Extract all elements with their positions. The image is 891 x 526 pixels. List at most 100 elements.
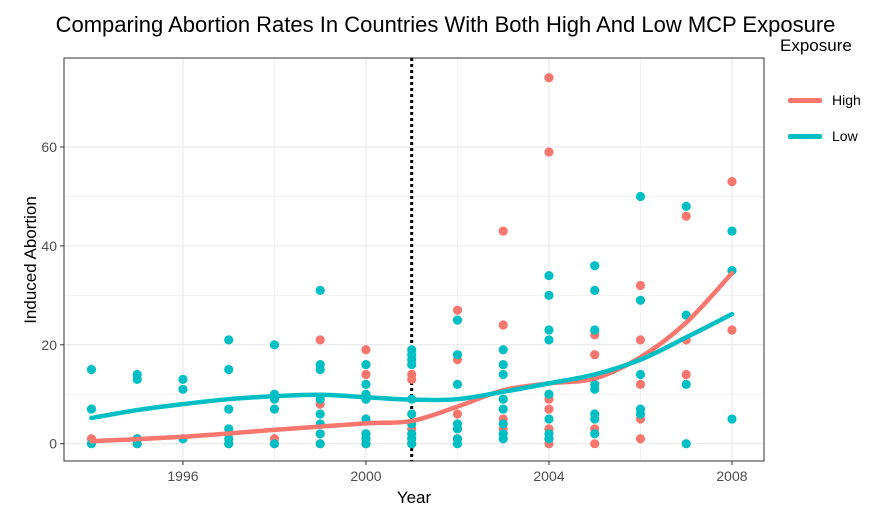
plot-panel — [63, 57, 765, 462]
data-point-high — [361, 369, 371, 380]
data-point-low — [361, 379, 371, 389]
data-point-low — [452, 434, 463, 444]
data-point-high — [681, 369, 691, 380]
data-point-low — [269, 404, 280, 414]
data-point-low — [590, 379, 600, 389]
data-point-low — [178, 374, 188, 385]
data-point-low — [544, 270, 554, 281]
trend-line-low — [89, 311, 735, 421]
data-point-high — [452, 409, 463, 419]
data-point-high — [681, 211, 691, 221]
data-point-low — [544, 335, 554, 345]
grid — [64, 58, 764, 461]
legend-label-low: Low — [832, 128, 858, 144]
data-point-high — [544, 147, 554, 157]
data-point-low — [86, 364, 97, 375]
axes: 1996 2000 2004 2008 0 20 40 60 — [41, 139, 747, 484]
data-point-low — [635, 404, 646, 414]
data-point-high — [635, 434, 646, 444]
trend-line-high — [89, 270, 735, 444]
data-point-low — [315, 359, 325, 370]
data-point-high — [544, 73, 554, 83]
legend-item-high: High — [788, 82, 885, 118]
data-point-low — [315, 429, 325, 439]
data-point-low — [132, 369, 142, 380]
data-point-low — [590, 429, 600, 439]
data-point-low — [544, 325, 554, 335]
data-point-low — [544, 429, 554, 439]
data-point-low — [727, 414, 737, 424]
data-point-low — [590, 409, 600, 419]
data-point-high — [361, 345, 371, 355]
x-tick-label: 1996 — [167, 468, 198, 484]
data-point-high — [407, 369, 417, 380]
data-point-low — [452, 419, 463, 429]
data-point-low — [498, 429, 508, 439]
data-point-low — [315, 285, 325, 296]
data-point-low — [269, 340, 280, 350]
legend-label-high: High — [832, 92, 861, 108]
y-axis-label: Induced Abortion — [21, 196, 40, 324]
data-point-low — [727, 226, 737, 236]
chart-title: Comparing Abortion Rates In Countries Wi… — [55, 12, 836, 37]
data-point-low — [224, 404, 234, 414]
data-point-high — [590, 350, 600, 360]
data-point-low — [452, 350, 463, 360]
data-point-low — [224, 335, 234, 345]
data-point-low — [452, 379, 463, 389]
data-point-low — [498, 394, 508, 404]
data-point-low — [224, 434, 234, 444]
y-tick-label: 60 — [41, 139, 57, 155]
data-point-low — [269, 439, 280, 449]
data-point-low — [635, 191, 646, 202]
data-point-low — [361, 429, 371, 439]
y-tick-label: 40 — [41, 238, 57, 254]
data-point-high — [544, 404, 554, 414]
data-point-low — [681, 379, 691, 389]
trend-lines — [89, 270, 735, 444]
legend-title: Exposure — [780, 36, 852, 55]
data-point-low — [224, 364, 234, 375]
data-point-high — [315, 335, 325, 345]
data-point-low — [315, 409, 325, 419]
data-point-low — [407, 429, 417, 439]
data-point-low — [544, 414, 554, 424]
data-point-high — [727, 177, 737, 187]
legend-item-low: Low — [788, 118, 885, 154]
data-point-low — [590, 285, 600, 296]
data-point-low — [498, 369, 508, 380]
data-point-high — [498, 320, 508, 330]
data-point-low — [178, 384, 188, 394]
legend-key-high — [788, 97, 822, 103]
x-tick-label: 2000 — [350, 468, 381, 484]
data-point-low — [407, 409, 417, 419]
x-tick-label: 2004 — [533, 468, 564, 484]
data-point-low — [635, 295, 646, 305]
data-point-low — [407, 345, 417, 355]
data-point-low — [315, 439, 325, 449]
data-point-low — [681, 201, 691, 211]
x-tick-label: 2008 — [716, 468, 747, 484]
data-point-low — [498, 345, 508, 355]
legend-key-low — [788, 133, 822, 139]
data-point-low — [361, 359, 371, 370]
data-point-low — [498, 419, 508, 429]
x-axis-label: Year — [397, 488, 432, 507]
data-point-high — [498, 226, 508, 236]
data-point-low — [544, 389, 554, 399]
data-point-low — [635, 369, 646, 380]
data-point-high — [727, 325, 737, 335]
data-point-high — [635, 335, 646, 345]
data-point-high — [635, 280, 646, 291]
data-point-high — [635, 379, 646, 389]
data-point-low — [498, 359, 508, 370]
data-point-low — [590, 325, 600, 335]
data-point-low — [544, 290, 554, 300]
y-tick-label: 20 — [41, 337, 57, 353]
data-point-low — [681, 439, 691, 449]
y-tick-label: 0 — [49, 436, 57, 452]
data-point-low — [86, 404, 97, 414]
data-point-low — [452, 315, 463, 325]
data-points — [86, 73, 737, 449]
